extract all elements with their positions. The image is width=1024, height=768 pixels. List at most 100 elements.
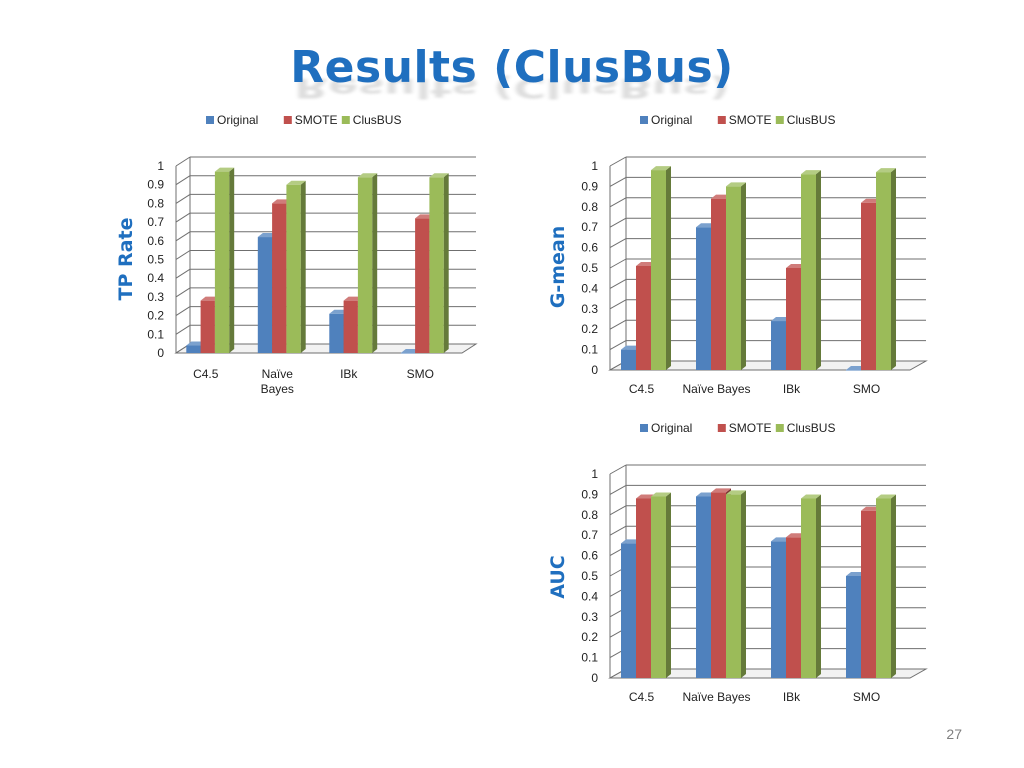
bar-side (666, 492, 671, 678)
gridline-side (609, 464, 627, 475)
legend-swatch (341, 116, 350, 124)
bar-front (415, 218, 430, 353)
gridline-side (175, 156, 191, 167)
y-tick-label: 0.3 (581, 610, 598, 624)
x-tick-label: IBk (783, 690, 801, 704)
y-tick-label: 0.8 (581, 200, 598, 214)
bar-front (711, 198, 726, 370)
x-tick-label: Naïve Bayes (682, 690, 750, 704)
gridline-side (609, 238, 627, 249)
bar-front (272, 203, 287, 353)
bar-side (443, 173, 449, 353)
gridline-side (175, 212, 191, 223)
y-tick-label: 0.8 (581, 508, 598, 522)
chart-svg: Original SMOTE ClusBUS00.10.20.30.40.50.60… (147, 113, 478, 396)
bar-front (696, 227, 711, 370)
y-tick-label: 0 (591, 363, 598, 377)
bar-front (786, 268, 801, 370)
y-tick-label: 0.5 (147, 253, 164, 267)
y-tick-label: 0.7 (147, 215, 164, 229)
y-tick-label: 0.9 (581, 487, 598, 501)
bar-top (726, 490, 746, 495)
gridline-side (609, 525, 627, 536)
bar-side (741, 182, 746, 370)
bar-top (801, 494, 821, 499)
legend-label: SMOTE (729, 421, 772, 435)
bar (286, 180, 306, 353)
bar-top (429, 173, 449, 178)
y-tick-label: 0.2 (147, 309, 164, 323)
y-tick-label: 0.3 (147, 290, 164, 304)
bar (651, 492, 671, 678)
bar-front (186, 345, 201, 353)
x-tick-label: SMO (853, 690, 880, 704)
bar-front (651, 496, 666, 678)
gridline-side (175, 231, 191, 242)
bars: C4.5 Naïve Bayes IBk SMO (186, 167, 449, 396)
legend-swatch (775, 424, 784, 432)
x-tick-label: SMO (853, 382, 880, 396)
y-tick-label: 0 (157, 346, 164, 360)
gridline-side (609, 340, 627, 351)
bar-front (726, 186, 741, 370)
gridline-side (175, 268, 191, 279)
y-tick-label: 0.5 (581, 261, 598, 275)
bar-front (343, 300, 358, 353)
y-tick-label: 1 (157, 159, 164, 173)
bar-front (214, 171, 230, 353)
x-tick-label: Naïve Bayes (261, 367, 294, 396)
bar (726, 490, 746, 678)
y-tick-label: 0.8 (147, 196, 164, 210)
bar-front (636, 498, 651, 678)
x-tick-label: Naïve Bayes (682, 382, 750, 396)
bar-side (891, 494, 896, 678)
bar-top (876, 494, 896, 499)
bar-top (726, 182, 746, 187)
bar-top (651, 492, 671, 497)
bars: C4.5 Naïve Bayes IBk SMO (621, 488, 896, 704)
bar-front (726, 494, 741, 678)
bar-front (846, 576, 861, 678)
bar-front (621, 543, 636, 678)
legend-label: SMOTE (729, 113, 772, 127)
y-tick-label: 0.6 (581, 241, 598, 255)
bar (801, 494, 821, 678)
bar-top (286, 180, 306, 185)
gridline-side (609, 258, 627, 269)
gridline-side (609, 197, 627, 208)
bar-front (876, 172, 891, 370)
bar-front (621, 349, 636, 370)
bar-side (816, 494, 821, 678)
y-tick-label: 0.6 (581, 549, 598, 563)
x-tick-label: IBk (783, 382, 801, 396)
bar-front (357, 177, 373, 353)
tp-rate-chart: Original SMOTE ClusBUS 0 0.1 0.2 0.3 0.4 0.5 0.6 0… (110, 108, 500, 408)
gridline-side (609, 217, 627, 228)
gridline-side (175, 193, 191, 204)
bar-front (257, 237, 273, 353)
bar (726, 182, 746, 370)
auc-chart: Original SMOTE ClusBUS 0 0.1 0.2 0.3 0.4 0.5 0.6 0… (540, 416, 940, 716)
bar-front (696, 496, 711, 678)
bar-side (300, 180, 306, 353)
bar (214, 167, 235, 353)
x-tick-label: C4.5 (193, 367, 219, 381)
bar-top (214, 167, 235, 172)
bar-side (816, 170, 821, 370)
x-tick-label: C4.5 (629, 382, 655, 396)
y-tick-label: 1 (591, 159, 598, 173)
bar-front (286, 184, 301, 353)
x-tick-label: C4.5 (629, 690, 655, 704)
y-tick-label: 0.1 (147, 327, 164, 341)
legend-label: Original (651, 421, 692, 435)
bar-top (876, 168, 896, 173)
page-number: 27 (946, 726, 962, 742)
bar-side (741, 490, 746, 678)
y-tick-label: 0.3 (581, 302, 598, 316)
x-tick-label: IBk (340, 367, 358, 381)
y-tick-label: 0.7 (581, 528, 598, 542)
gridline-side (609, 176, 627, 187)
y-tick-label: 0.2 (581, 322, 598, 336)
chart-legend: Original SMOTE ClusBUS (640, 421, 835, 435)
y-tick-label: 0.5 (581, 569, 598, 583)
